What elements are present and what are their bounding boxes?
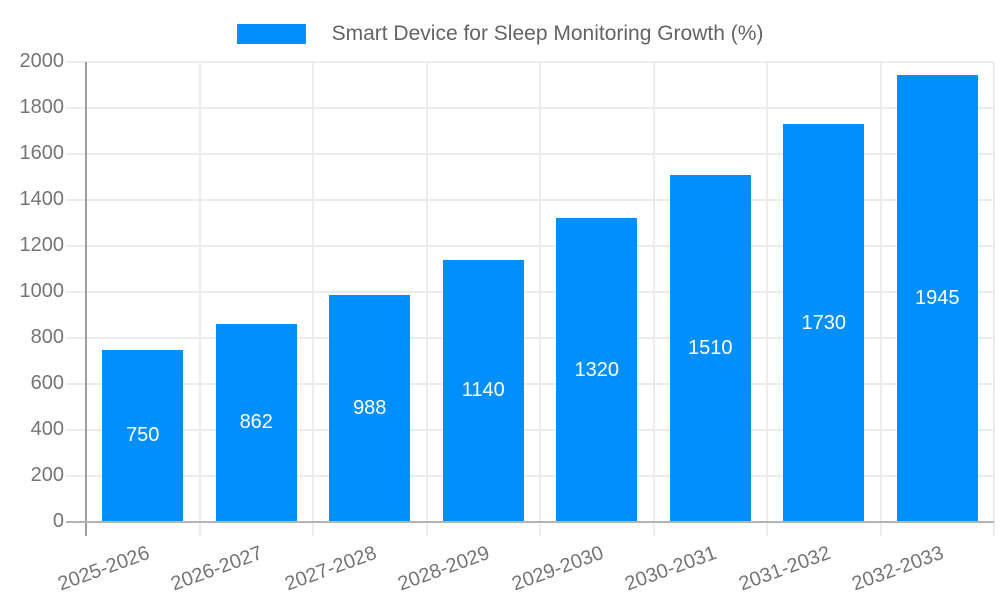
bar-value-label: 750 (126, 424, 160, 447)
gridline-horizontal (66, 199, 994, 201)
bar[interactable]: 862 (215, 323, 297, 522)
y-axis-tick-label: 1400 (19, 188, 65, 210)
y-axis-line (85, 62, 87, 536)
bar-value-label: 1320 (574, 358, 620, 381)
y-axis-tick-label: 1600 (19, 142, 65, 164)
gridline-vertical (425, 62, 428, 536)
gridline-horizontal (66, 475, 994, 477)
gridline-horizontal (66, 291, 994, 293)
y-axis-tick-label: 1800 (19, 96, 65, 118)
gridline-horizontal (66, 153, 994, 155)
gridline-horizontal (66, 383, 994, 385)
gridline-vertical (879, 62, 882, 536)
gridline-vertical (766, 62, 768, 536)
gridline-horizontal (66, 429, 994, 431)
gridline-vertical (539, 62, 541, 536)
bar[interactable]: 1945 (896, 74, 978, 522)
chart-title: Smart Device for Sleep Monitoring Growth… (331, 22, 764, 45)
x-axis-line (66, 521, 994, 523)
y-axis-tick-label: 0 (52, 510, 64, 532)
y-axis-tick-label: 1200 (19, 234, 65, 256)
gridline-horizontal (66, 61, 994, 63)
gridline-vertical (993, 62, 995, 536)
bar-value-label: 1945 (915, 286, 960, 309)
bar-value-label: 1140 (461, 379, 505, 402)
y-axis-tick-label: 1000 (19, 280, 65, 302)
y-axis-tick-label: 400 (30, 418, 64, 440)
legend-swatch (236, 24, 306, 44)
y-axis-tick-label: 200 (30, 464, 64, 486)
bar-value-label: 988 (353, 396, 387, 419)
gridline-vertical (312, 62, 314, 536)
bar-value-label: 1730 (801, 311, 847, 334)
chart-legend[interactable]: Smart Device for Sleep Monitoring Growth… (0, 22, 1000, 46)
bar[interactable]: 1140 (442, 259, 524, 522)
bar[interactable]: 1510 (669, 174, 751, 522)
gridline-vertical (198, 62, 201, 536)
gridline-horizontal (66, 107, 994, 109)
y-axis-tick-label: 2000 (19, 50, 65, 72)
bar[interactable]: 750 (102, 349, 184, 522)
bar[interactable]: 1320 (556, 218, 638, 522)
bar-value-label: 862 (239, 411, 273, 434)
gridline-horizontal (66, 245, 994, 247)
bar-value-label: 1510 (688, 336, 733, 359)
gridline-vertical (652, 62, 655, 536)
bar[interactable]: 1730 (783, 124, 865, 522)
y-axis-tick-label: 600 (30, 372, 64, 394)
bar[interactable]: 988 (329, 294, 411, 522)
y-axis-tick-label: 800 (30, 326, 64, 348)
gridline-horizontal (66, 337, 994, 339)
